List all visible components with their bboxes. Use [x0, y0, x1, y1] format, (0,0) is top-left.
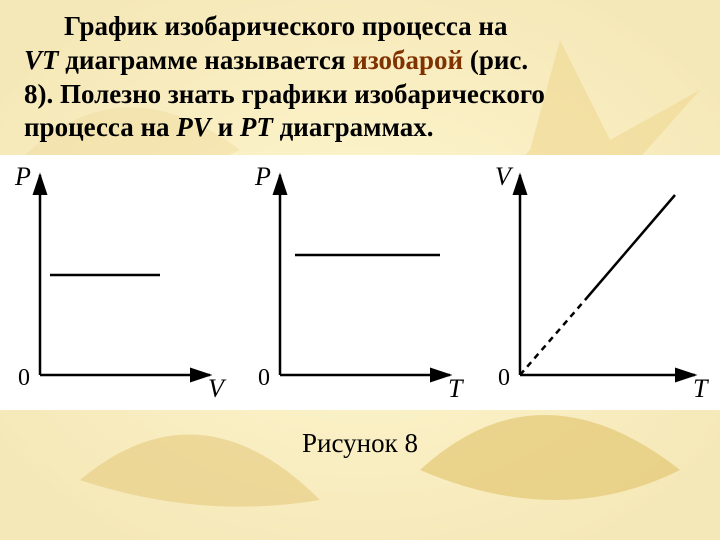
- text-highlight: изобарой: [352, 45, 463, 75]
- text-part: процесса на: [24, 112, 176, 142]
- svg-text:0: 0: [18, 365, 30, 391]
- svg-text:P: P: [14, 162, 31, 191]
- text-part: диаграммах.: [273, 112, 434, 142]
- svg-text:P: P: [254, 162, 271, 191]
- text-part: 8). Полезно знать графики изобарического: [24, 79, 545, 109]
- svg-text:V: V: [495, 162, 514, 191]
- figure-caption: Рисунок 8: [0, 410, 720, 459]
- svg-text:T: T: [693, 374, 709, 403]
- svg-text:0: 0: [498, 365, 510, 391]
- diagram-row: 0 P V 0 P T 0 V T: [0, 155, 720, 410]
- text-part: диаграмме называется: [59, 45, 353, 75]
- diagram-vt-svg: 0 V T: [480, 155, 720, 410]
- text-part: и: [211, 112, 240, 142]
- text-italic: PV: [176, 112, 211, 142]
- diagram-pv: 0 P V: [0, 155, 240, 410]
- paragraph: График изобарического процесса на VT диа…: [0, 0, 720, 153]
- text-italic: VT: [24, 45, 59, 75]
- diagram-pv-svg: 0 P V: [0, 155, 240, 410]
- diagram-pt-svg: 0 P T: [240, 155, 480, 410]
- text-part: График изобарического процесса на: [64, 11, 507, 41]
- svg-text:0: 0: [258, 365, 270, 391]
- diagram-vt: 0 V T: [480, 155, 720, 410]
- svg-text:T: T: [448, 374, 464, 403]
- diagram-pt: 0 P T: [240, 155, 480, 410]
- text-italic: PT: [240, 112, 273, 142]
- text-part: (рис.: [463, 45, 528, 75]
- svg-text:V: V: [208, 374, 227, 403]
